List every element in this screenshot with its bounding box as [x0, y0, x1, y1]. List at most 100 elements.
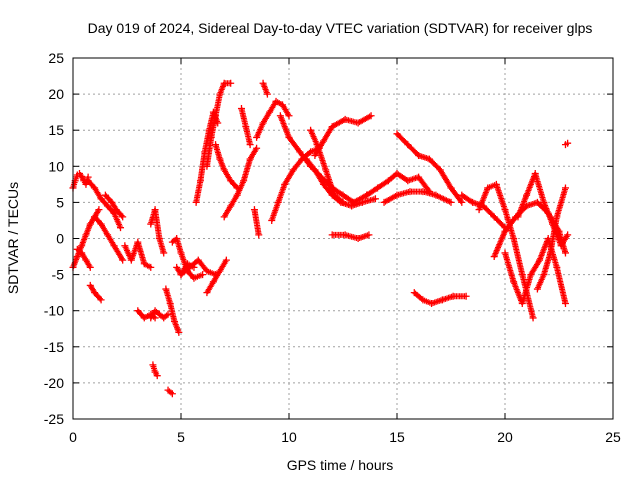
data-point: [168, 390, 176, 398]
x-tick-label: 0: [69, 429, 77, 445]
data-point: [175, 328, 183, 336]
y-tick-label: 5: [56, 194, 64, 210]
data-point: [529, 314, 537, 322]
series-arc-31: [311, 112, 375, 159]
series-arc-5: [84, 177, 125, 232]
data-point: [276, 112, 284, 120]
data-point: [121, 242, 129, 250]
y-axis-label: SDTVAR / TECUs: [5, 182, 21, 294]
data-point: [246, 141, 254, 149]
series-arc-14: [162, 285, 183, 336]
data-marker: [457, 198, 464, 205]
data-point: [203, 289, 211, 297]
series-arc-35: [393, 130, 466, 206]
series-arc-6: [91, 213, 127, 264]
data-point: [227, 202, 235, 210]
y-tick-label: -25: [44, 411, 64, 427]
data-point: [371, 195, 379, 203]
series-arc-33: [363, 170, 433, 199]
y-tick-label: 20: [48, 86, 64, 102]
data-point: [514, 213, 522, 221]
series-arc-30: [307, 126, 347, 206]
data-point: [259, 119, 267, 127]
data-point: [227, 79, 235, 87]
series-arc-18: [192, 108, 222, 206]
data-point: [209, 278, 217, 286]
series-arc-10: [147, 206, 168, 257]
series-arc-32: [328, 231, 373, 242]
data-point: [119, 256, 127, 264]
data-point: [82, 231, 90, 239]
data-marker: [97, 295, 103, 302]
data-point: [160, 249, 168, 257]
data-point: [220, 166, 228, 174]
series-arc-40: [501, 235, 569, 307]
data-point: [447, 198, 455, 206]
data-point: [510, 278, 518, 286]
series-arc-4: [86, 281, 105, 304]
y-tick-label: 0: [56, 231, 64, 247]
data-point: [216, 155, 224, 163]
data-point: [475, 206, 483, 214]
data-point: [220, 213, 228, 221]
data-point: [307, 126, 315, 134]
y-tick-label: -15: [44, 339, 64, 355]
data-point: [533, 285, 541, 293]
data-point: [367, 112, 375, 120]
data-point: [216, 90, 224, 98]
data-point: [263, 90, 271, 98]
data-point: [561, 299, 569, 307]
series-arc-36: [410, 289, 470, 307]
data-point: [199, 271, 207, 279]
data-point: [91, 184, 99, 192]
series-arc-3: [73, 245, 94, 271]
data-point: [523, 191, 531, 199]
y-tick-label: 15: [48, 122, 64, 138]
data-point: [484, 184, 492, 192]
data-point: [78, 242, 86, 250]
data-point: [419, 296, 427, 304]
x-tick-label: 25: [605, 429, 621, 445]
series-arc-19: [203, 79, 235, 170]
data-point: [285, 112, 293, 120]
series-arc-43: [561, 139, 572, 149]
series-arc-13: [164, 386, 176, 398]
x-axis-ticks: 0 5 10 15 20 25: [69, 58, 621, 445]
data-point: [253, 133, 261, 141]
x-tick-label: 5: [177, 429, 185, 445]
data-point: [564, 139, 572, 147]
series-arc-11: [147, 307, 172, 322]
x-tick-label: 10: [281, 429, 297, 445]
data-point: [147, 263, 155, 271]
data-point: [564, 231, 572, 239]
data-point: [490, 253, 498, 261]
y-tick-label: 25: [48, 50, 64, 66]
data-point: [307, 148, 315, 156]
data-point: [561, 184, 569, 192]
data-marker: [338, 198, 345, 205]
y-tick-label: -20: [44, 375, 64, 391]
data-point: [153, 372, 161, 380]
series-arc-42: [533, 184, 569, 293]
data-point: [233, 191, 241, 199]
series-arc-27: [268, 144, 323, 224]
series-arc-38: [475, 180, 537, 322]
series-arc-8: [121, 238, 155, 271]
data-point: [73, 253, 81, 261]
series-arc-21: [212, 141, 241, 192]
data-point: [536, 256, 544, 264]
data-point: [339, 198, 347, 206]
y-tick-label: -10: [44, 303, 64, 319]
data-point: [458, 198, 466, 206]
data-point: [255, 231, 263, 239]
data-point: [462, 292, 470, 300]
series-arc-25: [250, 206, 263, 239]
data-point: [140, 314, 148, 322]
series-arc-12: [149, 361, 161, 380]
data-point: [253, 144, 261, 152]
series-arc-24: [253, 97, 293, 141]
data-point: [272, 97, 280, 105]
data-point: [432, 191, 440, 199]
data-point: [119, 213, 127, 221]
